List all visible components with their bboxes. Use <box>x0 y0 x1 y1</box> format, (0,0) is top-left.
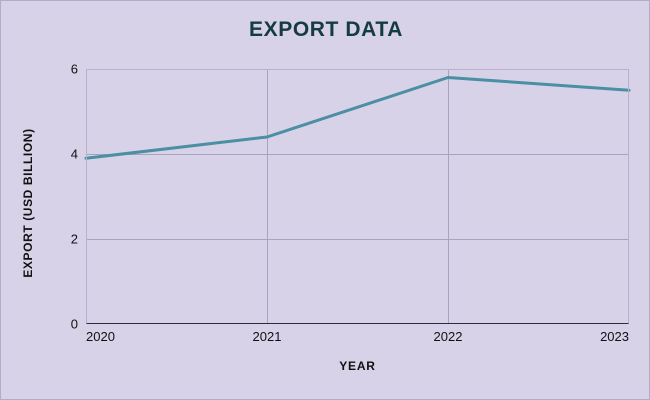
x-axis-label: YEAR <box>339 359 376 373</box>
x-axis-tick-labels: 2020 2021 2022 2023 <box>86 329 629 349</box>
export-line-series <box>84 76 631 160</box>
gridline-horizontal <box>86 239 629 240</box>
x-tick-label: 2020 <box>86 329 115 344</box>
gridline-vertical <box>448 69 449 324</box>
y-axis-label: EXPORT (USD BILLION) <box>21 128 35 278</box>
plot-area <box>84 69 631 324</box>
y-tick-label: 4 <box>70 146 78 162</box>
gridline-horizontal <box>86 154 629 155</box>
y-tick-label: 2 <box>70 231 78 247</box>
x-tick-label: 2023 <box>600 329 629 344</box>
y-tick-label: 0 <box>70 316 78 332</box>
y-axis-tick-labels: 0 2 4 6 <box>36 62 78 332</box>
gridline-vertical <box>267 69 268 324</box>
x-tick-label: 2022 <box>433 329 463 344</box>
x-tick-label: 2021 <box>252 329 282 344</box>
series-line-layer <box>84 76 631 160</box>
y-tick-label: 6 <box>70 61 78 77</box>
chart-title: EXPORT DATA <box>249 18 403 41</box>
